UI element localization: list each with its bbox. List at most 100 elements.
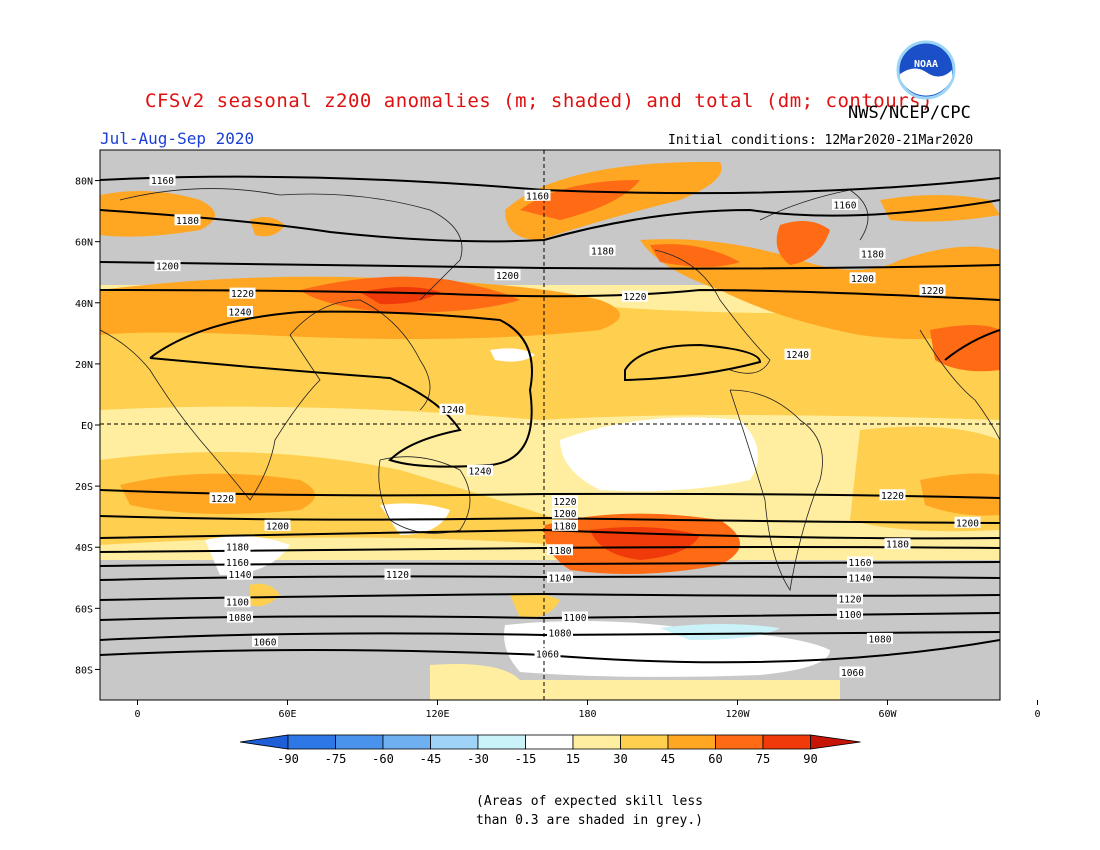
contour-label-bg [832, 199, 858, 210]
colorbar-label: -15 [515, 752, 537, 766]
contour-label-bg [227, 568, 253, 580]
contour-label-bg [524, 189, 551, 201]
contour-label-bg [859, 247, 886, 259]
contour-label-bg [849, 272, 876, 284]
colorbar-label: -45 [420, 752, 442, 766]
contour-label: 1180 [591, 246, 614, 257]
contour-label-bg [384, 568, 411, 580]
contour-label: 1180 [549, 546, 572, 557]
colorbar-bin [572, 734, 621, 750]
organization-label: NWS/NCEP/CPC [848, 103, 971, 123]
contour-label-bg [839, 666, 866, 678]
contour-label: 1180 [226, 543, 249, 554]
lat-label: 60N [75, 238, 93, 249]
contour-label: 1200 [851, 274, 874, 285]
contour-label: 1200 [156, 262, 179, 273]
skill-note: (Areas of expected skill less than 0.3 a… [476, 792, 703, 830]
contour-label-bg [252, 635, 278, 647]
lon-label: 180 [578, 709, 596, 720]
lat-label: 80S [75, 665, 93, 676]
contour-label: 1220 [624, 292, 647, 303]
contour-label-bg [439, 403, 466, 415]
contour-label-bg [227, 611, 253, 623]
lat-label: 60S [75, 604, 93, 615]
contour-label-bg [547, 544, 573, 556]
contour-label: 1180 [176, 216, 199, 227]
contour-label-bg [867, 632, 893, 644]
contour-label: 1160 [834, 201, 857, 212]
contour-label: 1080 [549, 628, 572, 639]
colorbar-bin [287, 734, 336, 750]
season-label: Jul-Aug-Sep 2020 [100, 129, 255, 148]
contour-label: 1060 [254, 637, 277, 648]
colorbar-label: 60 [708, 752, 722, 766]
lat-label: EQ [81, 421, 93, 432]
map-title: CFSv2 seasonal z200 anomalies (m; shaded… [145, 90, 933, 112]
coastlines [100, 188, 1000, 592]
contour-label: 1160 [226, 558, 249, 569]
contour-label-bg [534, 648, 561, 660]
contour-label: 1160 [526, 191, 549, 202]
contour-label: 1180 [861, 249, 884, 260]
contour-label-bg [884, 538, 911, 550]
contour-label: 1240 [441, 405, 464, 416]
lat-label: 80N [75, 177, 93, 188]
colorbar-label: 15 [566, 752, 580, 766]
colorbar-bin [430, 734, 479, 750]
contour-label-bg [229, 287, 256, 299]
contour-label-bg [879, 489, 906, 501]
colorbar-bin [667, 734, 716, 750]
colorbar-bin [525, 734, 574, 750]
colorbar: -90 -75 -60 -45 -30 -15 15 30 45 60 75 90 [239, 734, 861, 766]
contour-label: 1080 [229, 613, 252, 624]
contour-label: 1220 [231, 289, 254, 300]
contour-label-bg [552, 495, 578, 507]
colorbar-bin [335, 734, 384, 750]
lat-label: 20N [75, 360, 93, 371]
contour-label-bg [224, 556, 251, 568]
contour-label: 1120 [839, 595, 862, 606]
contour-label-bg [467, 464, 493, 476]
colorbar-arrow-high [810, 734, 861, 750]
contour-label: 1220 [881, 491, 904, 502]
contour-label: 1100 [226, 598, 249, 609]
colorbar-arrow-low [239, 734, 289, 750]
colorbar-bin [620, 734, 669, 750]
lat-label: 40S [75, 543, 93, 554]
contour-label-bg [224, 596, 251, 608]
contour-label: 1240 [786, 350, 809, 361]
contour-label: 1100 [564, 613, 587, 624]
contour-label: 1240 [469, 466, 492, 477]
colorbar-bin [477, 734, 526, 750]
contour-label-bg [552, 507, 578, 519]
contour-label-bg [622, 290, 648, 302]
contour-label-bg [847, 556, 873, 568]
contour-label-bg [227, 305, 253, 317]
contour-label-bg [149, 174, 176, 186]
colorbar-bin [382, 734, 431, 750]
contour-label-bg [837, 593, 863, 605]
contour-label-bg [954, 516, 981, 528]
colorbar-label: 30 [613, 752, 627, 766]
axis-ticks: 0 60E 120E 180 120W 60W 0 80N 60N 40N 20N EQ 20S 40S 6… [75, 177, 1041, 720]
contour-label: 1060 [841, 668, 864, 679]
colorbar-bin [762, 734, 811, 750]
colorbar-label: -75 [325, 752, 347, 766]
skill-note-line-1: (Areas of expected skill less [476, 794, 703, 809]
contour-label: 1100 [839, 610, 862, 621]
contour-labels: 1160 1160 1160 1180 1180 1180 1200 1200 1200 1220… [149, 174, 981, 679]
contour-label: 1120 [386, 570, 409, 581]
contour-label: 1180 [886, 540, 909, 551]
contour-label: 1160 [849, 558, 872, 569]
contour-label: 1200 [956, 518, 979, 529]
contour-label-bg [547, 626, 573, 638]
colorbar-label: 90 [803, 752, 817, 766]
contour-label: 1060 [536, 650, 559, 661]
initial-conditions-label: Initial conditions: 12Mar2020-21Mar2020 [668, 133, 974, 148]
contour-label-bg [784, 348, 811, 360]
contour-label: 1220 [211, 494, 234, 505]
noaa-logo-icon: NOAA [896, 40, 956, 100]
lat-label: 20S [75, 482, 93, 493]
contour-label-bg [847, 571, 873, 583]
